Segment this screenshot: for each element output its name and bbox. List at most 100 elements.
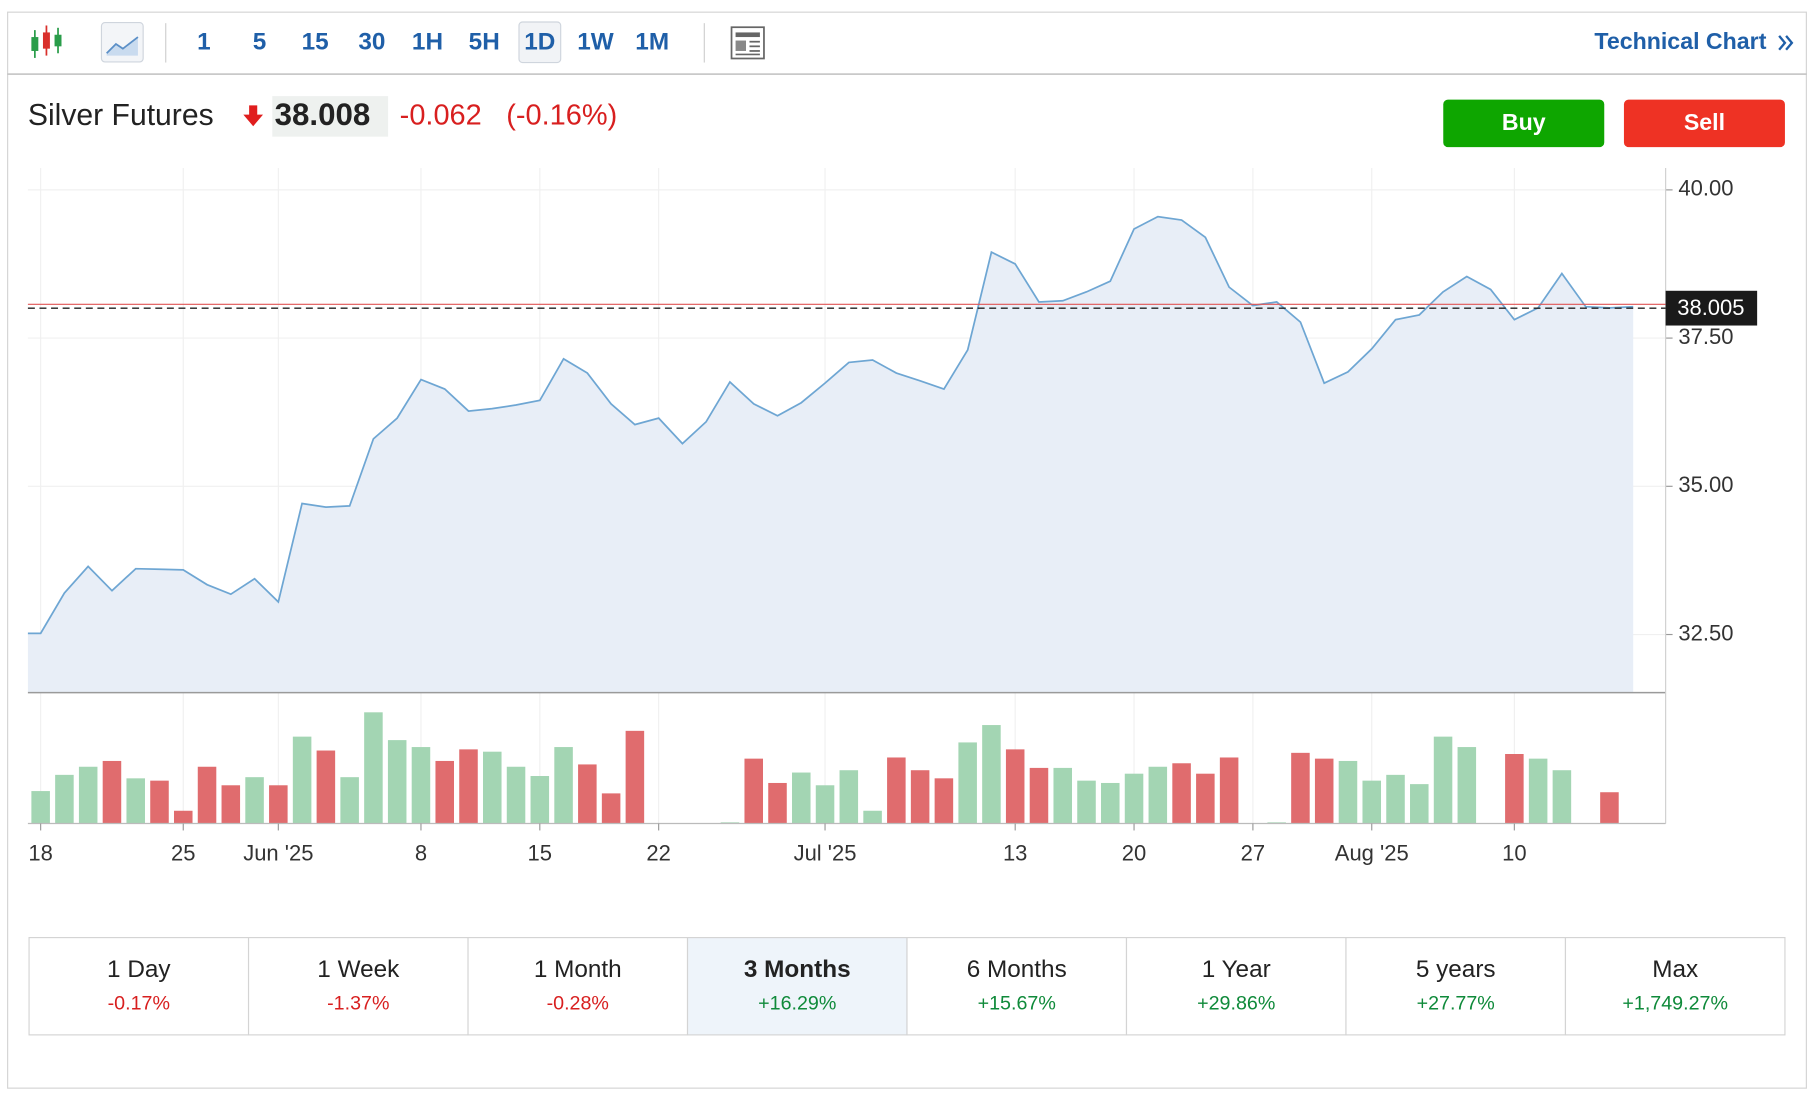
period-tab[interactable]: [1345, 937, 1567, 1036]
volume-bar: [601, 793, 621, 824]
volume-bar: [269, 785, 288, 824]
x-tick-label: Jun '25: [243, 841, 313, 866]
x-tick-label: 18: [28, 841, 52, 866]
volume-bar: [625, 730, 645, 824]
volume-bar: [1505, 754, 1524, 824]
period-tab[interactable]: [1125, 937, 1347, 1036]
volume-bar: [982, 725, 1001, 824]
period-label[interactable]: Max: [1652, 956, 1698, 983]
volume-bar: [197, 766, 217, 824]
period-tab[interactable]: [467, 937, 689, 1036]
period-label[interactable]: 1 Year: [1202, 956, 1271, 983]
interval[interactable]: 30: [358, 28, 385, 55]
interval[interactable]: 1H: [412, 28, 443, 55]
period-tab[interactable]: [906, 937, 1128, 1036]
volume-bar: [126, 778, 145, 824]
x-tick-label: 13: [1003, 841, 1027, 866]
volume-bar: [1005, 749, 1025, 824]
period-tab[interactable]: [1564, 937, 1786, 1036]
x-tick-label: 25: [171, 841, 195, 866]
volume-bar: [815, 785, 835, 824]
period-change[interactable]: +27.77%: [1417, 992, 1495, 1014]
volume-bar: [1528, 758, 1548, 824]
period-label[interactable]: 1 Month: [534, 956, 622, 983]
period-change[interactable]: +1,749.27%: [1622, 992, 1728, 1014]
y-tick-label: 32.50: [1678, 620, 1733, 645]
volume-bar: [387, 740, 407, 824]
volume-bar: [1053, 767, 1073, 824]
price-change-percent: (-0.16%): [506, 100, 617, 132]
news-icon[interactable]: [730, 26, 765, 60]
volume-bar: [958, 742, 977, 824]
period-change[interactable]: +15.67%: [978, 992, 1056, 1014]
period-label[interactable]: 6 Months: [967, 956, 1067, 983]
volume-bar: [1101, 782, 1120, 824]
sell-button[interactable]: [1623, 99, 1785, 148]
x-tick-label: Jul '25: [794, 841, 857, 866]
interval-selected: [518, 21, 562, 64]
volume-bar: [910, 770, 930, 824]
last-price-box: [1665, 290, 1758, 326]
candle-icon[interactable]: [31, 25, 62, 58]
period-change[interactable]: -1.37%: [327, 992, 389, 1014]
volume-bar: [1600, 792, 1619, 824]
interval[interactable]: 1: [197, 28, 211, 55]
chart: Investing.com32.5035.0037.5040.0038.0051…: [27, 167, 1758, 866]
volume-bar: [506, 766, 526, 824]
interval[interactable]: 1W: [577, 28, 614, 55]
volume-bar: [1338, 760, 1358, 824]
period-change[interactable]: -0.28%: [547, 992, 609, 1014]
volume-bar: [934, 778, 954, 824]
interval[interactable]: 5H: [469, 28, 500, 55]
price: 38.008: [275, 97, 371, 132]
interval[interactable]: 5: [253, 28, 267, 55]
interval[interactable]: 15: [302, 28, 329, 55]
period-tab[interactable]: [247, 937, 469, 1036]
volume-bar: [863, 810, 882, 824]
volume-bar: [1457, 747, 1477, 824]
volume-bar: [55, 774, 74, 824]
volume-bar: [1219, 757, 1239, 824]
interval[interactable]: 1M: [635, 28, 669, 55]
period-tab[interactable]: [686, 937, 908, 1036]
volume-bar: [1124, 773, 1144, 824]
volume-bar: [31, 791, 50, 824]
technical-chart-link[interactable]: Technical Chart: [1594, 28, 1766, 54]
x-tick-label: 27: [1241, 841, 1265, 866]
volume-bar: [887, 757, 906, 824]
x-tick-label: 15: [528, 841, 552, 866]
volume-bar: [292, 736, 312, 824]
buy-label[interactable]: Buy: [1502, 109, 1546, 135]
period-label[interactable]: 1 Week: [317, 956, 400, 983]
period-label[interactable]: 5 years: [1416, 956, 1496, 983]
volume-bar: [78, 766, 98, 824]
volume-bar: [839, 770, 859, 824]
x-tick-label: 10: [1502, 841, 1526, 866]
chevrons: [1778, 35, 1794, 51]
line-icon[interactable]: [100, 22, 144, 63]
price-line: [27, 215, 1634, 635]
volume-bar: [1410, 784, 1429, 824]
sell-label[interactable]: Sell: [1684, 109, 1725, 135]
period-change[interactable]: +29.86%: [1197, 992, 1275, 1014]
volume-bar: [1077, 780, 1096, 824]
volume-bar: [150, 780, 169, 824]
period-change[interactable]: +16.29%: [758, 992, 836, 1014]
volume-bar: [411, 747, 431, 824]
period-label[interactable]: 1 Day: [107, 956, 171, 983]
volume-bar: [1148, 766, 1168, 824]
period-change[interactable]: -0.17%: [108, 992, 170, 1014]
y-tick-label: 37.50: [1678, 324, 1733, 349]
period-label[interactable]: 3 Months: [744, 956, 851, 983]
x-tick-label: 8: [415, 841, 427, 866]
period-tab[interactable]: [28, 937, 250, 1036]
volume-bar: [1291, 752, 1310, 824]
interval[interactable]: 1D: [524, 28, 555, 55]
volume-bar: [245, 777, 264, 824]
volume-bar: [483, 751, 502, 824]
down-arrow: [243, 105, 264, 127]
buy-button[interactable]: [1443, 99, 1605, 148]
volume-bar: [340, 777, 359, 824]
